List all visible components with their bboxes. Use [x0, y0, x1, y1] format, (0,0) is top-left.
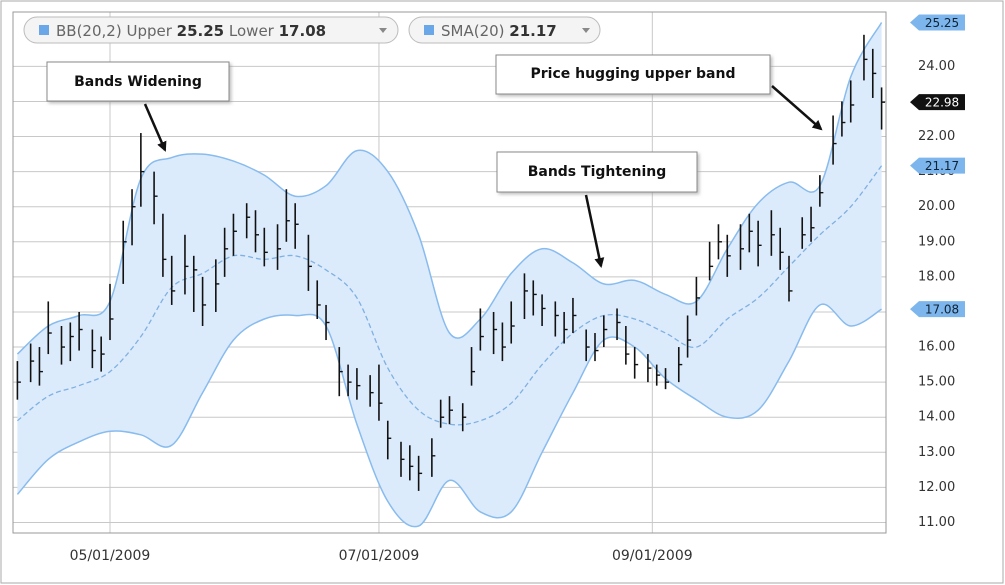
- y-tick-label: 12.00: [918, 480, 955, 495]
- y-tick-label: 22.00: [918, 129, 955, 144]
- price-tag-label: 25.25: [925, 16, 959, 30]
- price-tag: [910, 14, 965, 31]
- price-tag: [910, 157, 965, 174]
- annotations: Bands Widening Price hugging upper band …: [46, 54, 823, 268]
- y-tick-label: 19.00: [918, 234, 955, 249]
- annotation-arrow: [143, 103, 167, 152]
- x-tick-label: 05/01/2009: [70, 548, 151, 564]
- legend-value: 21.17: [509, 22, 556, 40]
- price-tag: [910, 301, 965, 318]
- legend-pill: [408, 16, 601, 44]
- y-tick-label: 24.00: [918, 59, 955, 74]
- price-tag-label: 21.17: [925, 159, 959, 173]
- dropdown-icon[interactable]: [379, 28, 387, 33]
- y-tick-label: 16.00: [918, 340, 955, 355]
- annotation-box: [46, 61, 230, 102]
- x-tick-label: 09/01/2009: [612, 548, 693, 564]
- annotation: Price hugging upper band: [530, 66, 735, 82]
- legend-name: Lower: [229, 22, 275, 40]
- legend: BB(20,2) Upper 25.25 Lower 17.08 SMA(20)…: [23, 16, 601, 44]
- price-tag-label: 17.08: [925, 303, 959, 317]
- y-tick-label: 13.00: [918, 445, 955, 460]
- y-tick-label: 18.00: [918, 269, 955, 284]
- legend-name: BB(20,2): [56, 22, 122, 40]
- y-tick-label: 14.00: [918, 410, 955, 425]
- y-tick-label: 11.00: [918, 515, 955, 530]
- annotation: Bands Tightening: [528, 164, 667, 180]
- legend-entry: SMA(20) 21.17: [441, 22, 557, 40]
- legend-name: Upper: [126, 22, 172, 40]
- price-tag: [910, 94, 965, 111]
- y-tick-label: 20.00: [918, 199, 955, 214]
- legend-pill: [23, 16, 399, 44]
- plot: [16, 22, 886, 528]
- legend-value: 25.25: [177, 22, 224, 40]
- legend-swatch: [424, 25, 434, 35]
- annotation: Bands Widening: [74, 74, 202, 90]
- band-fill: [17, 22, 882, 527]
- legend-entry: BB(20,2) Upper 25.25 Lower 17.08: [56, 22, 326, 40]
- plot-border: [12, 11, 887, 534]
- price-tag-label: 22.98: [925, 96, 959, 110]
- legend-name: SMA(20): [441, 22, 505, 40]
- y-tick-label: 15.00: [918, 375, 955, 390]
- annotation-box: [496, 151, 698, 193]
- dropdown-icon[interactable]: [582, 28, 590, 33]
- annotation-box: [495, 54, 771, 95]
- lower-band: [16, 303, 882, 528]
- sma-line: [16, 165, 883, 426]
- legend-swatch: [39, 25, 49, 35]
- x-tick-label: 07/01/2009: [339, 548, 420, 564]
- price-tags: 25.25 22.98 21.17 17.08: [910, 14, 965, 318]
- legend-value: 17.08: [279, 22, 326, 40]
- annotation-arrow: [771, 85, 823, 131]
- annotation-arrow: [584, 194, 605, 268]
